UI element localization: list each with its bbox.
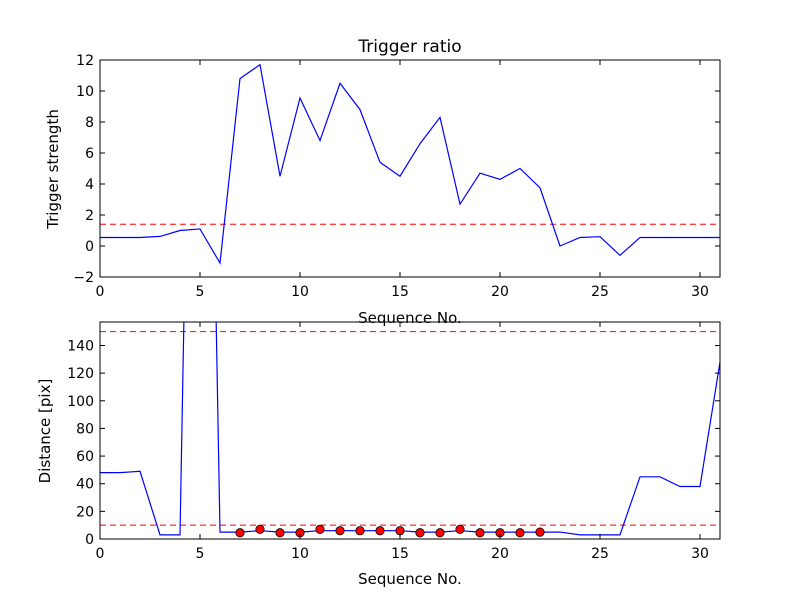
x-tick-label: 0 — [96, 546, 105, 562]
trigger-ratio-chart: Trigger ratio Sequence No. Trigger stren… — [44, 37, 721, 327]
x-tick-label: 10 — [291, 546, 309, 562]
y-axis-label: Trigger strength — [44, 109, 62, 230]
data-point — [515, 528, 525, 538]
series-line — [100, 322, 720, 536]
y-tick-label: 100 — [67, 394, 94, 410]
y-tick-label: 0 — [85, 532, 94, 548]
x-tick-label: 20 — [491, 546, 509, 562]
y-tick-label: 8 — [85, 115, 94, 131]
x-tick-label: 0 — [96, 284, 105, 300]
data-point — [255, 524, 265, 534]
data-point — [355, 526, 365, 536]
y-tick-label: 2 — [85, 208, 94, 224]
y-tick-label: 4 — [85, 177, 94, 193]
x-axis-label: Sequence No. — [358, 570, 462, 588]
data-point — [415, 528, 425, 538]
y-tick-label: 20 — [76, 504, 94, 520]
data-point — [395, 526, 405, 536]
y-tick-label: 12 — [76, 53, 94, 69]
distance-chart: Sequence No. Distance [pix] 0 5 10 15 20 25 30… — [36, 321, 721, 588]
y-axis-label: Distance [pix] — [36, 379, 54, 484]
y-tick-label: 120 — [67, 366, 94, 382]
y-tick-label: 40 — [76, 477, 94, 493]
chart-title: Trigger ratio — [357, 37, 461, 57]
series-line — [100, 63, 720, 265]
x-tick-label: 25 — [591, 546, 609, 562]
data-point — [275, 528, 285, 538]
axes-frame — [99, 59, 721, 278]
x-tick-label: 30 — [691, 546, 709, 562]
x-tick-label: 30 — [691, 284, 709, 300]
x-tick-label: 20 — [491, 284, 509, 300]
data-point — [455, 524, 465, 534]
y-tick-label: 140 — [67, 338, 94, 354]
data-point — [375, 526, 385, 536]
x-axis-label: Sequence No. — [358, 309, 462, 327]
data-point — [475, 528, 485, 538]
x-tick-label: 25 — [591, 284, 609, 300]
data-point — [335, 526, 345, 536]
y-tick-label: 80 — [76, 421, 94, 437]
x-tick-label: 10 — [291, 284, 309, 300]
y-tick-label: 6 — [85, 146, 94, 162]
x-tick-label: 15 — [391, 284, 409, 300]
data-point — [235, 528, 245, 538]
y-tick-label: 10 — [76, 84, 94, 100]
data-point — [535, 527, 545, 537]
x-tick-label: 5 — [196, 284, 205, 300]
data-point — [435, 528, 445, 538]
y-tick-label: 60 — [76, 449, 94, 465]
y-tick-label: 0 — [85, 239, 94, 255]
plot-area — [100, 322, 720, 538]
x-tick-label: 5 — [196, 546, 205, 562]
data-point — [315, 524, 325, 534]
axes-frame — [99, 321, 721, 540]
y-tick-label: −2 — [73, 270, 94, 286]
plot-area — [100, 63, 720, 265]
x-tick-label: 15 — [391, 546, 409, 562]
